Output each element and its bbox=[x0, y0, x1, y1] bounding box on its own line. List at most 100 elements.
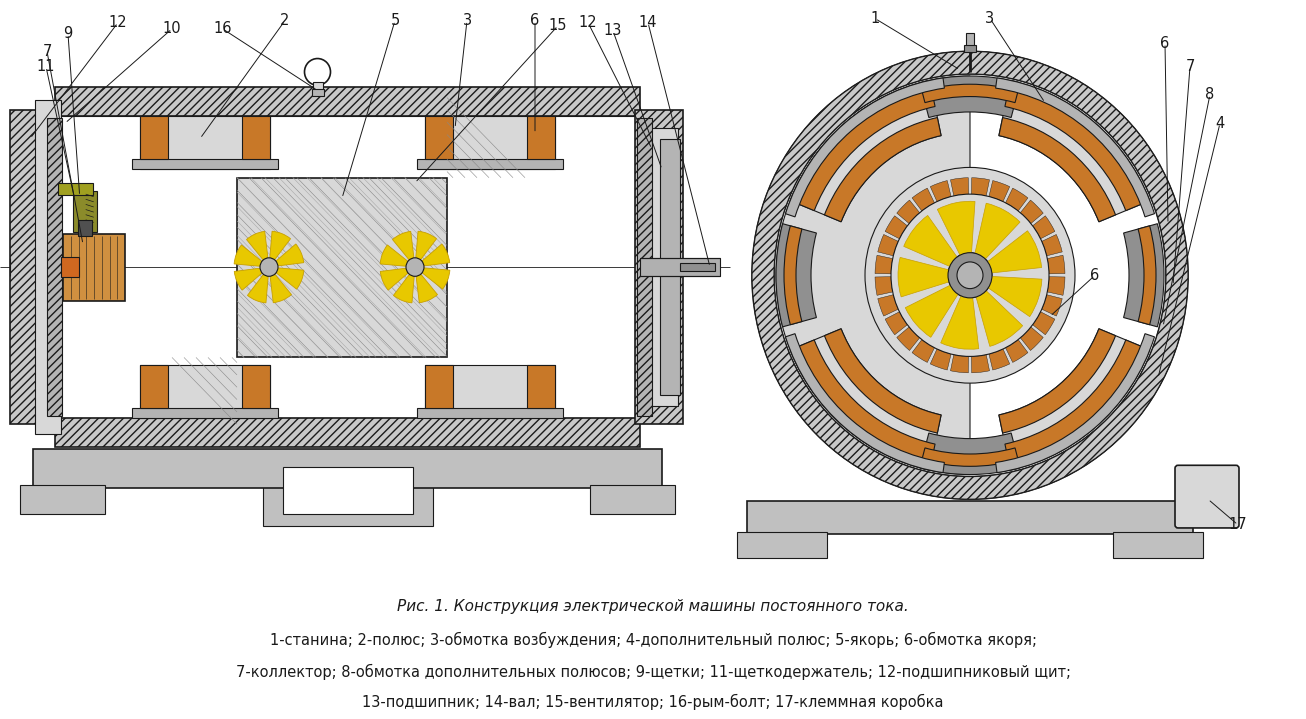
Bar bbox=[966, 33, 974, 47]
Wedge shape bbox=[970, 203, 1020, 275]
Wedge shape bbox=[1004, 88, 1143, 211]
Circle shape bbox=[948, 252, 993, 298]
Wedge shape bbox=[785, 78, 944, 217]
Bar bbox=[650, 129, 678, 406]
Bar bbox=[747, 501, 1192, 534]
Text: 16: 16 bbox=[213, 22, 231, 36]
Wedge shape bbox=[919, 76, 1020, 117]
Bar bbox=[77, 220, 91, 237]
Wedge shape bbox=[905, 275, 970, 337]
Wedge shape bbox=[885, 312, 908, 335]
Wedge shape bbox=[790, 81, 942, 221]
Text: 13-подшипник; 14-вал; 15-вентилятор; 16-рым-болт; 17-клеммная коробка: 13-подшипник; 14-вал; 15-вентилятор; 16-… bbox=[362, 694, 944, 710]
Wedge shape bbox=[752, 51, 1188, 499]
Wedge shape bbox=[885, 216, 908, 239]
Bar bbox=[33, 449, 662, 488]
Wedge shape bbox=[1033, 312, 1055, 335]
Wedge shape bbox=[970, 231, 1042, 275]
Wedge shape bbox=[415, 244, 449, 267]
Wedge shape bbox=[393, 232, 415, 267]
Wedge shape bbox=[269, 244, 304, 267]
Bar bbox=[57, 183, 93, 195]
Wedge shape bbox=[824, 117, 942, 221]
FancyBboxPatch shape bbox=[1175, 465, 1239, 528]
Bar bbox=[737, 532, 827, 558]
Bar bbox=[63, 234, 125, 301]
Bar bbox=[47, 118, 61, 416]
Wedge shape bbox=[269, 232, 290, 267]
Wedge shape bbox=[912, 188, 935, 211]
Wedge shape bbox=[875, 277, 893, 296]
Bar bbox=[590, 485, 675, 513]
Wedge shape bbox=[1042, 234, 1062, 256]
Bar bbox=[132, 408, 278, 418]
Circle shape bbox=[891, 194, 1049, 357]
Wedge shape bbox=[940, 275, 978, 349]
Wedge shape bbox=[785, 334, 944, 472]
Wedge shape bbox=[919, 433, 1020, 475]
Wedge shape bbox=[784, 226, 802, 325]
Wedge shape bbox=[247, 232, 269, 267]
Circle shape bbox=[260, 258, 278, 276]
Bar bbox=[964, 45, 976, 52]
Text: 7: 7 bbox=[1186, 59, 1195, 74]
Wedge shape bbox=[878, 295, 899, 316]
Bar bbox=[528, 365, 555, 408]
Wedge shape bbox=[951, 178, 969, 196]
Wedge shape bbox=[930, 349, 951, 370]
Bar bbox=[424, 365, 453, 408]
Wedge shape bbox=[1006, 188, 1028, 211]
Bar bbox=[312, 82, 323, 91]
Wedge shape bbox=[234, 245, 269, 267]
Wedge shape bbox=[776, 76, 970, 475]
Text: 8: 8 bbox=[1205, 87, 1215, 102]
Text: 13: 13 bbox=[603, 23, 622, 38]
Bar bbox=[35, 100, 61, 434]
Circle shape bbox=[916, 219, 1025, 331]
Bar bbox=[635, 110, 683, 424]
Bar bbox=[1113, 532, 1203, 558]
Wedge shape bbox=[234, 267, 269, 290]
Bar bbox=[55, 87, 640, 116]
Circle shape bbox=[865, 168, 1075, 383]
Bar bbox=[140, 365, 168, 408]
Text: 6: 6 bbox=[530, 13, 539, 28]
Wedge shape bbox=[972, 178, 990, 196]
Text: Рис. 1. Конструкция электрической машины постоянного тока.: Рис. 1. Конструкция электрической машины… bbox=[397, 600, 909, 614]
Wedge shape bbox=[995, 78, 1155, 217]
Bar bbox=[55, 418, 640, 446]
Wedge shape bbox=[897, 200, 919, 224]
Wedge shape bbox=[922, 448, 1019, 467]
Wedge shape bbox=[1020, 200, 1043, 224]
Wedge shape bbox=[972, 354, 990, 373]
Wedge shape bbox=[922, 84, 1019, 103]
Wedge shape bbox=[897, 327, 919, 350]
Wedge shape bbox=[1020, 327, 1043, 350]
Wedge shape bbox=[1004, 340, 1143, 462]
Wedge shape bbox=[1123, 224, 1164, 327]
Wedge shape bbox=[999, 117, 1115, 221]
Wedge shape bbox=[824, 329, 942, 433]
Wedge shape bbox=[904, 216, 970, 275]
Circle shape bbox=[752, 51, 1188, 499]
Wedge shape bbox=[247, 267, 269, 303]
Bar bbox=[140, 116, 168, 159]
Text: 1: 1 bbox=[870, 11, 880, 26]
Text: 3: 3 bbox=[986, 11, 995, 26]
Wedge shape bbox=[878, 234, 899, 256]
Bar bbox=[263, 449, 432, 526]
Bar bbox=[282, 467, 413, 513]
Wedge shape bbox=[875, 255, 893, 274]
Wedge shape bbox=[999, 329, 1115, 433]
Bar bbox=[424, 116, 453, 159]
Text: 3: 3 bbox=[462, 13, 471, 28]
Circle shape bbox=[774, 74, 1166, 477]
Text: 17: 17 bbox=[1229, 518, 1247, 532]
Wedge shape bbox=[912, 339, 935, 362]
Bar bbox=[424, 365, 555, 418]
Circle shape bbox=[948, 252, 993, 298]
Bar bbox=[140, 116, 270, 170]
Text: 9: 9 bbox=[64, 27, 73, 42]
Text: 2: 2 bbox=[281, 13, 290, 28]
Text: 12: 12 bbox=[108, 15, 127, 30]
